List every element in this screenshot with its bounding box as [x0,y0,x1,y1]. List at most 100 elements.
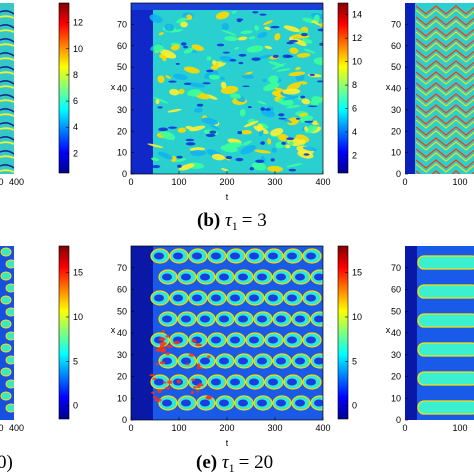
y-tick-label: 20 [391,372,401,382]
x-tick-label: 200 [219,177,234,187]
panel-e-y-label: x [111,325,116,335]
panel-c-x-ticks: 0 100 [402,177,467,187]
heatmap-a-field [0,3,14,174]
y-tick-label: 20 [117,372,127,382]
x-tick-label: 0 [402,177,407,187]
y-tick-label: 50 [117,62,127,72]
colorbar-tick-label: 5 [352,356,357,366]
colorbar-b-ticks: 2 4 6 8 10 12 14 [345,10,362,160]
panel-d-caption-fragment: 0) [0,452,13,473]
y-tick-label: 60 [391,41,401,51]
colorbar-e [337,245,349,420]
heatmap-e-pattern [131,246,323,420]
y-tick-label: 20 [117,126,127,136]
y-tick-label: 40 [117,328,127,338]
panel-e-x-ticks: 0 100 200 300 400 [128,417,331,433]
y-tick-label: 0 [122,169,127,179]
panel-b-caption: (b) τ1 = 3 [197,210,267,233]
colorbar-tick-label: 10 [73,44,83,54]
y-tick-label: 40 [391,84,401,94]
colorbar-tick-label: 10 [352,312,362,322]
panel-a-partial: 2 4 6 8 10 12 0 400 [0,2,83,187]
x-tick-label: 100 [452,423,467,433]
colorbar-tick-label: 8 [73,70,78,80]
y-tick-label: 20 [391,126,401,136]
panel-e: 0 100 200 300 400 0 10 20 30 40 50 60 70 t x 0 5 10 15… [111,245,362,474]
colorbar-tick-label: 14 [352,10,362,20]
colorbar-tick-label: 6 [352,104,357,114]
x-tick-label: 0 [128,177,133,187]
y-tick-label: 30 [391,105,401,115]
colorbar-a-ticks: 2 4 6 8 10 12 [66,18,83,158]
y-tick-label: 10 [391,393,401,403]
colorbar-tick-label: 15 [352,268,362,278]
colorbar-d [58,245,70,420]
x-tick-label: 0 [0,177,4,187]
colorbar-d-ticks: 0 5 10 15 [66,268,83,411]
x-tick-label: 400 [315,177,330,187]
colorbar-tick-label: 0 [352,401,357,411]
panel-c-partial: 0 10 20 30 40 50 60 70 0 100 x [386,3,474,187]
panel-b-y-ticks: 0 10 20 30 40 50 60 70 [117,19,134,179]
y-tick-label: 10 [117,393,127,403]
heatmap-d-pattern [0,247,14,413]
panel-e-y-ticks: 0 10 20 30 40 50 60 70 [117,263,134,425]
x-tick-label: 0 [128,423,133,433]
colorbar-tick-label: 4 [352,127,357,137]
x-tick-label: 300 [267,423,282,433]
y-tick-label: 30 [391,350,401,360]
y-tick-label: 0 [122,415,127,425]
y-tick-label: 50 [391,306,401,316]
y-tick-label: 40 [117,84,127,94]
heatmap-a-pattern [0,10,14,173]
colorbar-b [337,2,349,174]
colorbar-tick-label: 6 [73,96,78,106]
panel-b-y-label: x [111,82,116,92]
colorbar-tick-label: 2 [73,148,78,158]
colorbar-tick-label: 10 [352,57,362,67]
x-tick-label: 0 [0,423,4,433]
heatmap-c-pattern [405,3,474,174]
colorbar-a [58,2,70,174]
x-tick-label: 400 [9,423,24,433]
caption-text: (b) τ1 = 3 [197,210,267,233]
heatmap-b-pattern [131,3,323,174]
x-tick-label: 400 [315,423,330,433]
panel-b-x-ticks: 0 100 200 300 400 [128,171,331,187]
caption-text: (e) τ1 = 20 [196,452,273,474]
panel-f-y-ticks: 0 10 20 30 40 50 60 70 [391,263,408,425]
panel-f-y-label: x [386,325,391,335]
y-tick-label: 70 [117,263,127,273]
panel-f-partial: 0 10 20 30 40 50 60 70 0 100 x [386,246,474,433]
panel-e-x-label: t [226,438,229,448]
y-tick-label: 0 [396,169,401,179]
colorbar-tick-label: 12 [352,33,362,43]
y-tick-label: 70 [391,263,401,273]
caption-subscript: 1 [229,461,235,474]
panel-b-x-label: t [226,192,229,202]
colorbar-tick-label: 4 [73,122,78,132]
colorbar-tick-label: 10 [73,312,83,322]
caption-letter: (e) [196,452,222,473]
y-tick-label: 60 [391,285,401,295]
y-tick-label: 50 [117,306,127,316]
colorbar-tick-label: 8 [352,80,357,90]
colorbar-e-ticks: 0 5 10 15 [345,268,362,411]
x-tick-label: 200 [219,423,234,433]
y-tick-label: 30 [117,105,127,115]
caption-symbol: τ [225,210,233,231]
caption-equals: = 3 [242,210,267,231]
x-tick-label: 400 [9,177,24,187]
colorbar-tick-label: 0 [73,401,78,411]
caption-subscript: 1 [232,219,238,233]
x-tick-label: 100 [171,177,186,187]
colorbar-tick-label: 12 [73,18,83,28]
x-tick-label: 0 [402,423,407,433]
y-tick-label: 40 [391,328,401,338]
panel-e-caption: (e) τ1 = 20 [196,452,273,474]
y-tick-label: 10 [117,148,127,158]
caption-letter: (b) [197,210,225,231]
colorbar-tick-label: 5 [73,356,78,366]
caption-symbol: τ [222,452,230,473]
